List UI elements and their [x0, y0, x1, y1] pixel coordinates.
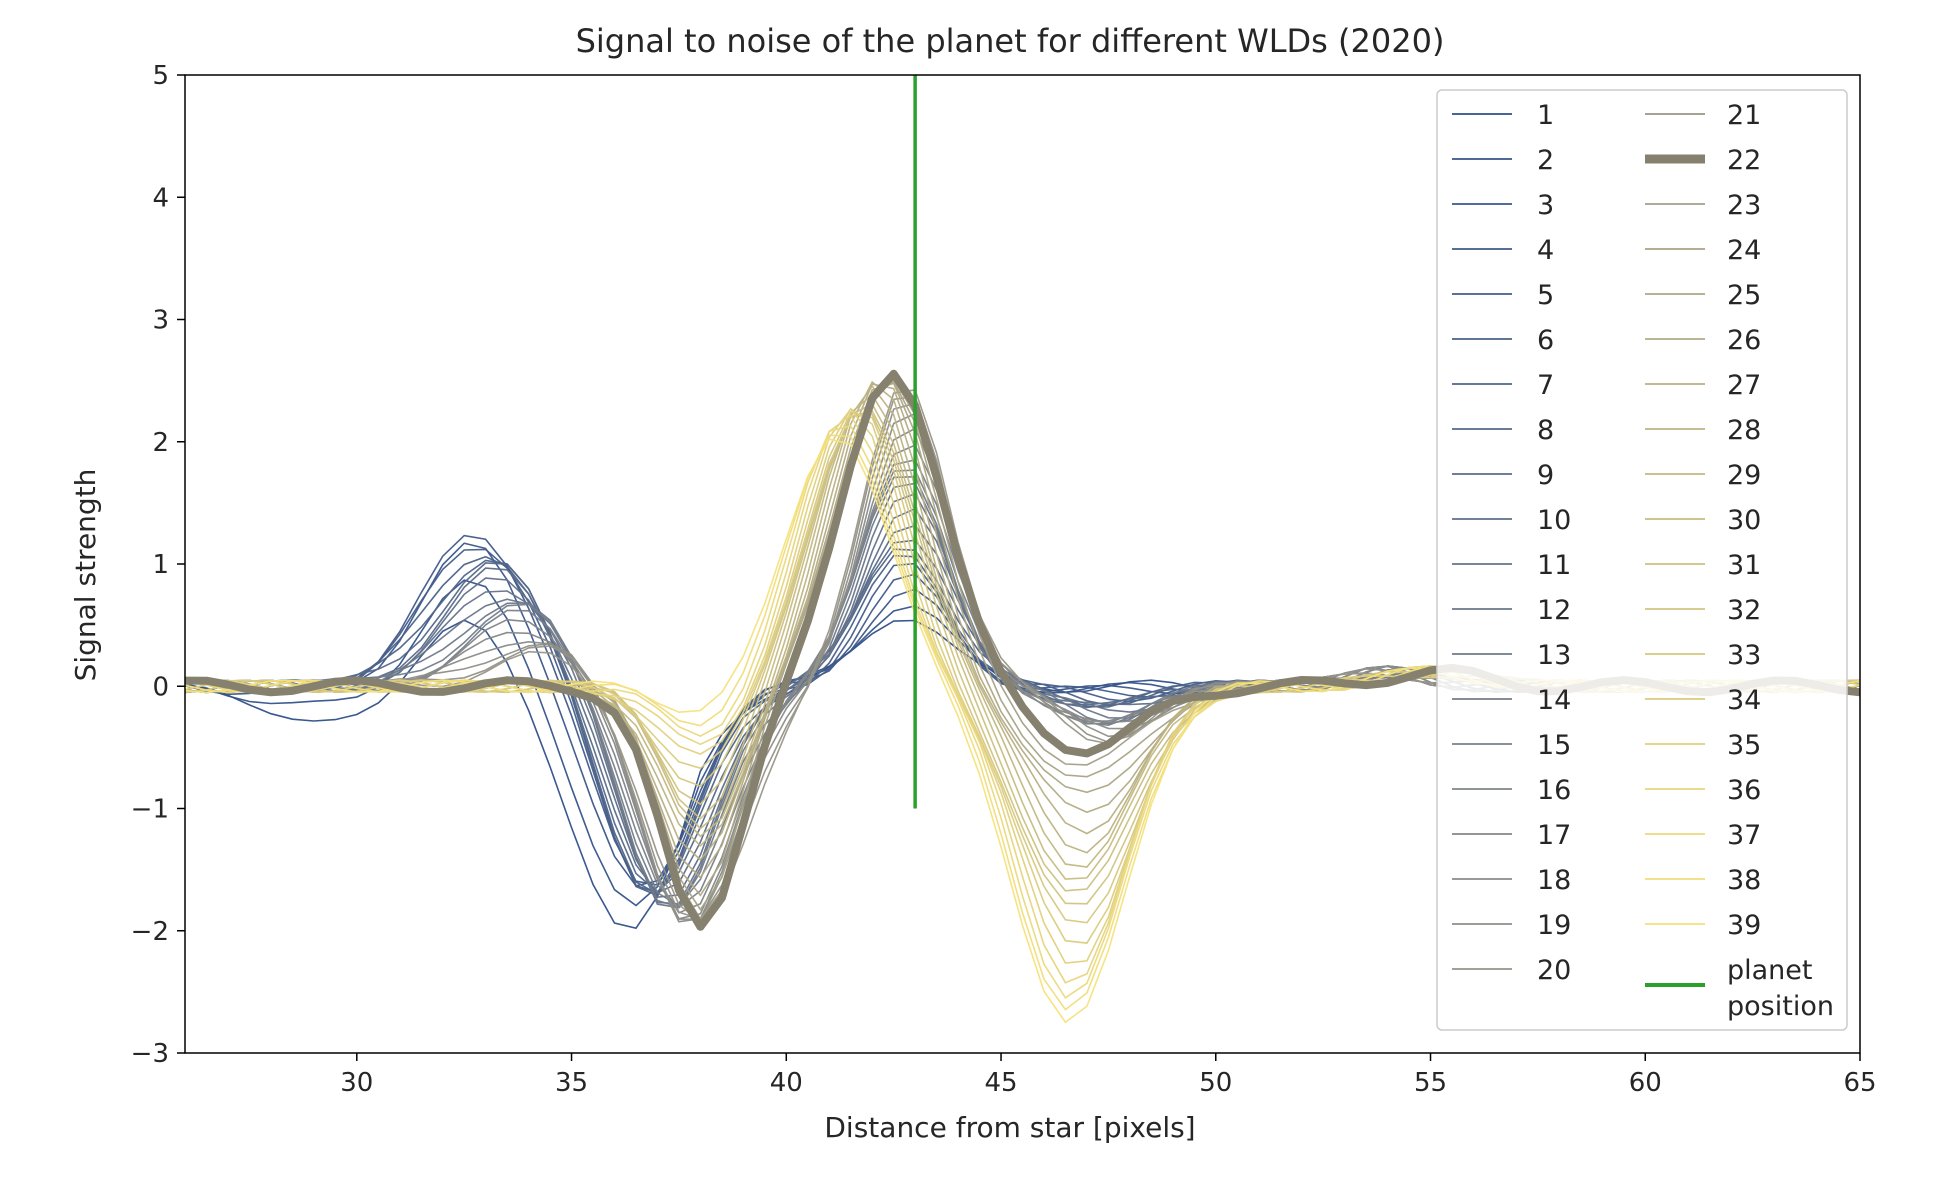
legend-label-25: 25 [1727, 280, 1761, 311]
legend-box [1436, 89, 1848, 1031]
y-tick-label: −2 [131, 917, 169, 947]
legend-label-36: 36 [1727, 775, 1761, 806]
y-tick-label: 4 [152, 183, 169, 213]
legend-label-37: 37 [1727, 820, 1761, 851]
legend-label-10: 10 [1537, 505, 1571, 536]
legend-label-28: 28 [1727, 415, 1761, 446]
legend-label-4: 4 [1537, 235, 1554, 266]
legend-label-31: 31 [1727, 550, 1761, 581]
chart-title: Signal to noise of the planet for differ… [576, 22, 1445, 60]
legend-label-30: 30 [1727, 505, 1761, 536]
legend-label-34: 34 [1727, 685, 1761, 716]
y-axis-label: Signal strength [69, 469, 102, 682]
x-tick-label: 55 [1414, 1068, 1447, 1098]
legend-label-1: 1 [1537, 100, 1554, 131]
legend-label-23: 23 [1727, 190, 1761, 221]
legend-label-20: 20 [1537, 955, 1571, 986]
legend-label-18: 18 [1537, 865, 1571, 896]
legend-label-12: 12 [1537, 595, 1571, 626]
legend-label-38: 38 [1727, 865, 1761, 896]
legend-label-2: 2 [1537, 145, 1554, 176]
legend-label-13: 13 [1537, 640, 1571, 671]
legend-label-35: 35 [1727, 730, 1761, 761]
y-tick-label: 5 [152, 61, 169, 91]
x-tick-label: 35 [555, 1068, 588, 1098]
legend-label-29: 29 [1727, 460, 1761, 491]
legend-label-planet-position: planet position [1727, 955, 1834, 1022]
legend-label-39: 39 [1727, 910, 1761, 941]
legend-label-7: 7 [1537, 370, 1554, 401]
legend-label-26: 26 [1727, 325, 1761, 356]
legend-label-14: 14 [1537, 685, 1571, 716]
legend-label-19: 19 [1537, 910, 1571, 941]
legend-label-11: 11 [1537, 550, 1571, 581]
legend-label-24: 24 [1727, 235, 1761, 266]
legend-label-5: 5 [1537, 280, 1554, 311]
x-tick-label: 45 [984, 1068, 1017, 1098]
y-tick-label: 0 [152, 672, 169, 702]
legend: 1234567891011121314151617181920212223242… [1436, 89, 1848, 1031]
x-tick-label: 60 [1629, 1068, 1662, 1098]
legend-label-8: 8 [1537, 415, 1554, 446]
y-tick-label: −1 [131, 795, 169, 825]
y-tick-label: −3 [131, 1039, 169, 1069]
x-tick-label: 50 [1199, 1068, 1232, 1098]
legend-label-33: 33 [1727, 640, 1761, 671]
legend-label-9: 9 [1537, 460, 1554, 491]
x-axis-label: Distance from star [pixels] [824, 1111, 1195, 1144]
y-tick-label: 2 [152, 428, 169, 458]
legend-label-22: 22 [1727, 145, 1761, 176]
y-tick-label: 3 [152, 306, 169, 336]
legend-label-3: 3 [1537, 190, 1554, 221]
legend-label-16: 16 [1537, 775, 1571, 806]
legend-label-6: 6 [1537, 325, 1554, 356]
x-tick-label: 65 [1843, 1068, 1876, 1098]
y-tick-label: 1 [152, 550, 169, 580]
legend-label-17: 17 [1537, 820, 1571, 851]
x-tick-label: 40 [770, 1068, 803, 1098]
legend-label-21: 21 [1727, 100, 1761, 131]
legend-label-15: 15 [1537, 730, 1571, 761]
legend-label-27: 27 [1727, 370, 1761, 401]
legend-label-32: 32 [1727, 595, 1761, 626]
x-tick-label: 30 [340, 1068, 373, 1098]
